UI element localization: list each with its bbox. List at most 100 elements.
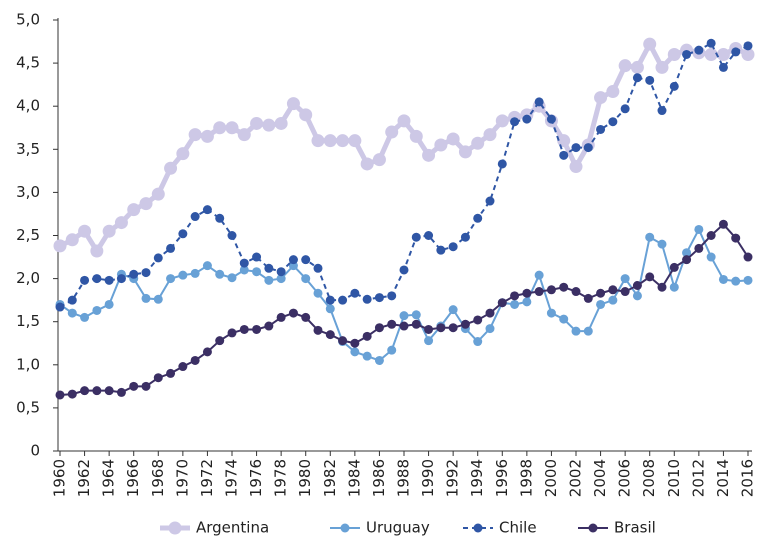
- x-tick-label: 1986: [370, 459, 388, 497]
- data-point: [299, 108, 313, 122]
- data-point: [632, 280, 642, 290]
- data-point: [102, 224, 116, 238]
- data-point: [190, 355, 200, 365]
- y-tick-label: 0,5: [16, 398, 40, 416]
- data-point: [264, 275, 274, 285]
- data-point: [522, 297, 532, 307]
- data-point: [374, 355, 384, 365]
- data-point: [250, 116, 264, 130]
- data-point: [325, 304, 335, 314]
- data-point: [288, 308, 298, 318]
- data-point: [65, 233, 79, 247]
- data-point: [718, 219, 728, 229]
- data-point: [669, 81, 679, 91]
- data-point: [434, 138, 448, 152]
- data-point: [190, 212, 200, 222]
- data-point: [139, 197, 153, 211]
- data-point: [348, 134, 362, 148]
- data-point: [202, 347, 212, 357]
- data-point: [706, 231, 716, 240]
- series: [55, 219, 753, 400]
- data-point: [276, 274, 286, 284]
- data-point: [127, 203, 141, 217]
- data-point: [80, 386, 90, 396]
- data-point: [350, 338, 360, 348]
- data-point: [178, 270, 188, 280]
- data-point: [90, 244, 104, 258]
- x-tick-label: 1990: [419, 459, 437, 497]
- data-point: [301, 312, 311, 322]
- legend-item: Chile: [463, 519, 537, 537]
- data-point: [424, 231, 434, 240]
- y-tick-label: 4,0: [16, 97, 40, 115]
- data-point: [571, 287, 581, 297]
- data-point: [399, 321, 409, 331]
- x-tick-label: 1988: [395, 459, 413, 497]
- data-point: [571, 143, 581, 153]
- series: [55, 38, 753, 312]
- data-point: [178, 229, 188, 239]
- legend-label: Chile: [499, 519, 537, 537]
- data-point: [620, 274, 630, 284]
- data-point: [424, 324, 434, 334]
- data-point: [92, 305, 102, 315]
- data-point: [618, 59, 632, 73]
- data-point: [325, 295, 335, 305]
- data-point: [325, 330, 335, 340]
- data-point: [67, 295, 77, 305]
- data-point: [497, 159, 507, 169]
- data-point: [190, 268, 200, 278]
- data-point: [620, 287, 630, 297]
- data-point: [313, 263, 323, 273]
- data-point: [448, 242, 458, 252]
- data-point: [559, 314, 569, 324]
- x-tick-label: 2016: [739, 459, 757, 497]
- data-point: [510, 291, 520, 301]
- legend-item: Argentina: [160, 519, 269, 537]
- data-point: [55, 302, 65, 312]
- x-tick-label: 1978: [272, 459, 290, 497]
- y-tick-label: 1,5: [16, 312, 40, 330]
- data-point: [301, 255, 311, 265]
- data-point: [276, 312, 286, 322]
- data-point: [606, 85, 620, 99]
- data-point: [78, 224, 92, 238]
- data-point: [473, 213, 483, 223]
- data-point: [485, 324, 495, 334]
- data-point: [632, 73, 642, 83]
- data-point: [323, 134, 337, 148]
- data-point: [153, 373, 163, 383]
- data-point: [460, 319, 470, 329]
- data-point: [731, 47, 741, 57]
- data-point: [473, 315, 483, 325]
- data-point: [409, 129, 423, 143]
- data-point: [620, 104, 630, 114]
- legend-label: Uruguay: [366, 519, 430, 537]
- data-point: [743, 275, 753, 285]
- data-point: [92, 386, 102, 396]
- data-point: [385, 125, 399, 139]
- data-point: [311, 134, 325, 148]
- x-tick-label: 1984: [345, 459, 363, 497]
- data-point: [104, 299, 114, 309]
- data-point: [596, 288, 606, 298]
- data-point: [67, 389, 77, 399]
- data-point: [546, 285, 556, 295]
- data-point: [387, 345, 397, 355]
- x-tick-label: 1982: [321, 459, 339, 497]
- data-point: [448, 323, 458, 333]
- data-point: [313, 288, 323, 298]
- data-point: [743, 252, 753, 262]
- legend-label: Brasil: [614, 519, 656, 537]
- data-point: [239, 265, 249, 275]
- data-point: [362, 351, 372, 361]
- data-point: [399, 311, 409, 321]
- data-point: [92, 274, 102, 284]
- data-point: [338, 295, 348, 305]
- data-point: [718, 62, 728, 72]
- x-tick-label: 1966: [124, 459, 142, 497]
- data-point: [682, 49, 692, 59]
- x-tick-label: 1968: [149, 459, 167, 497]
- data-point: [546, 308, 556, 318]
- data-point: [301, 274, 311, 284]
